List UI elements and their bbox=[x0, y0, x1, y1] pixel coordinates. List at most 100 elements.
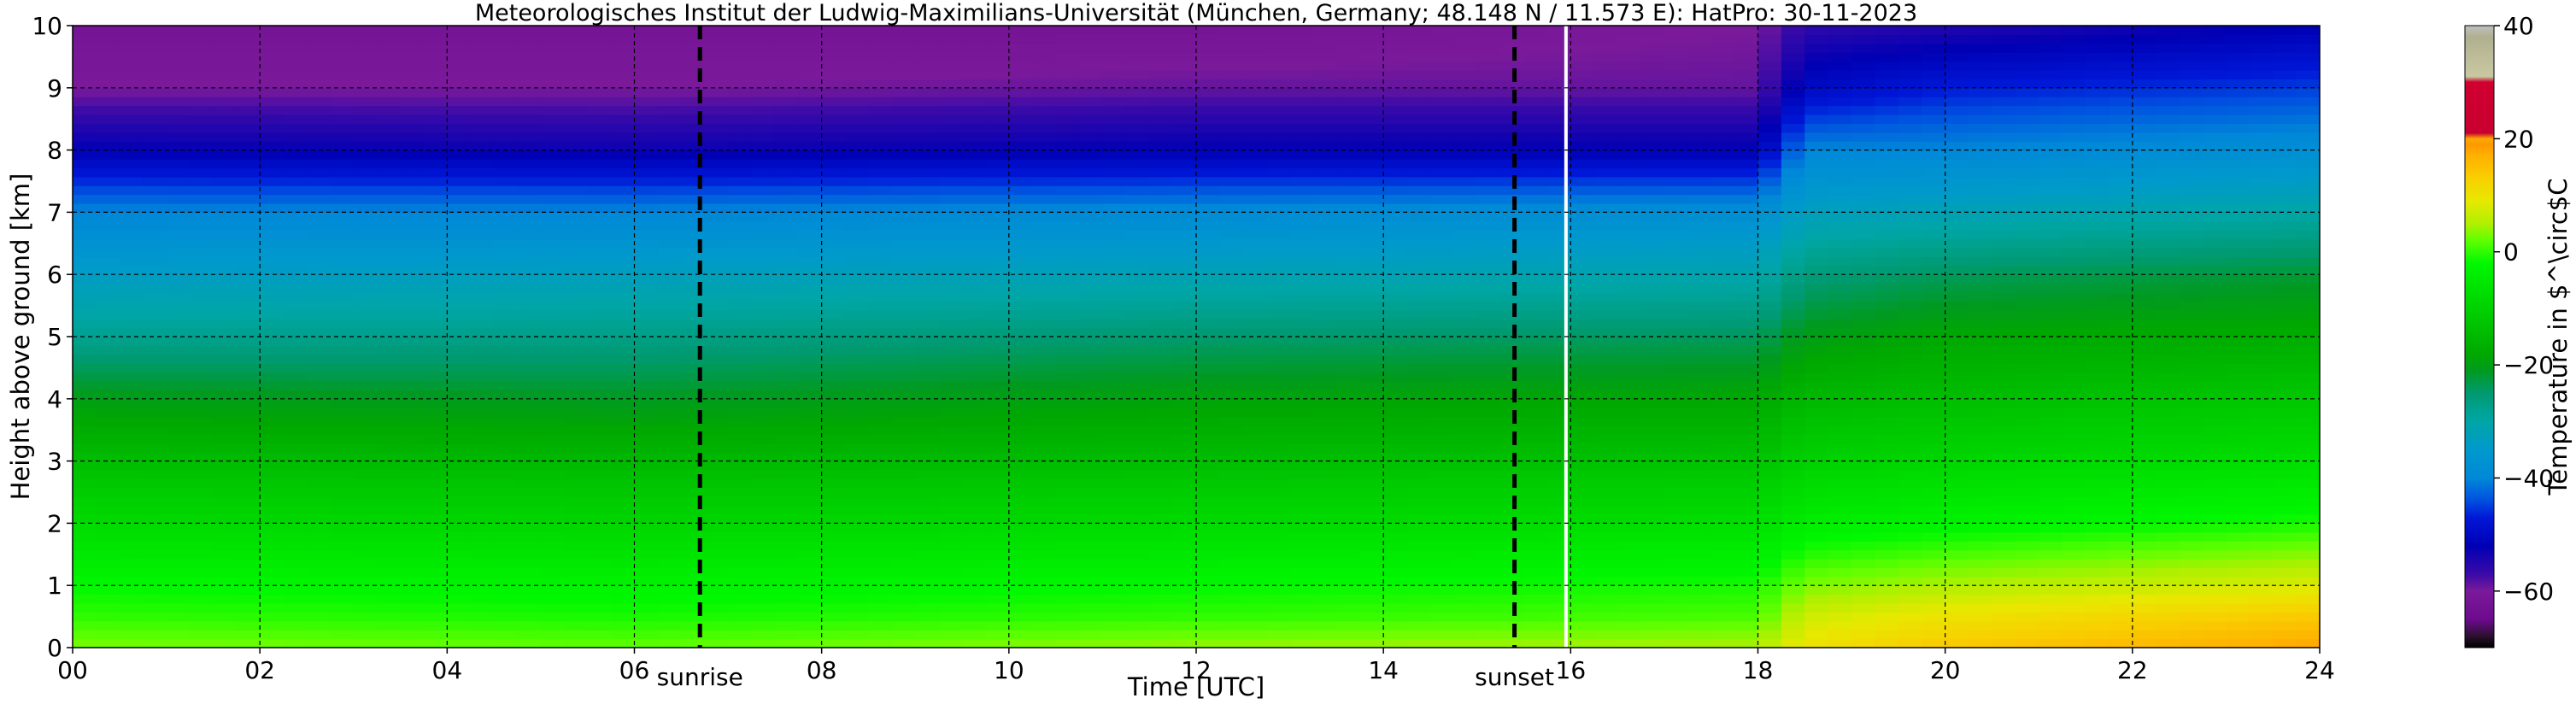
heatmap-cell bbox=[540, 176, 565, 186]
heatmap-cell bbox=[306, 274, 331, 285]
heatmap-cell bbox=[1687, 114, 1712, 124]
heatmap-cell bbox=[564, 620, 589, 631]
heatmap-cell bbox=[1008, 230, 1033, 240]
heatmap-cell bbox=[1476, 363, 1501, 373]
heatmap-cell bbox=[330, 567, 355, 578]
heatmap-cell bbox=[1453, 620, 1478, 631]
heatmap-cell bbox=[1055, 203, 1080, 213]
heatmap-cell bbox=[494, 567, 519, 578]
heatmap-cell bbox=[377, 461, 402, 471]
heatmap-cell bbox=[189, 43, 214, 53]
heatmap-cell bbox=[470, 452, 495, 462]
heatmap-cell bbox=[119, 620, 144, 631]
heatmap-cell bbox=[1734, 408, 1759, 418]
heatmap-cell bbox=[400, 61, 425, 71]
heatmap-cell bbox=[1453, 238, 1478, 249]
heatmap-cell bbox=[798, 194, 823, 204]
heatmap-cell bbox=[377, 531, 402, 542]
heatmap-cell bbox=[1289, 478, 1314, 489]
heatmap-cell bbox=[728, 541, 753, 551]
heatmap-cell bbox=[938, 603, 963, 613]
heatmap-cell bbox=[283, 345, 308, 355]
heatmap-cell bbox=[1500, 638, 1525, 648]
heatmap-cell bbox=[447, 372, 472, 382]
heatmap-cell bbox=[1383, 194, 1408, 204]
heatmap-cell bbox=[517, 603, 542, 613]
heatmap-cell bbox=[213, 292, 238, 302]
heatmap-cell bbox=[938, 283, 963, 293]
heatmap-cell bbox=[681, 327, 706, 337]
heatmap-cell bbox=[1710, 470, 1735, 479]
heatmap-cell bbox=[1429, 372, 1454, 382]
heatmap-cell bbox=[1079, 585, 1104, 595]
heatmap-cell bbox=[1289, 79, 1314, 89]
heatmap-cell bbox=[1429, 105, 1454, 115]
heatmap-cell bbox=[985, 105, 1010, 115]
heatmap-cell bbox=[1476, 381, 1501, 390]
heatmap-cell bbox=[330, 337, 355, 346]
heatmap-cell bbox=[728, 620, 753, 631]
heatmap-cell bbox=[1055, 301, 1080, 311]
heatmap-cell bbox=[236, 612, 261, 622]
heatmap-cell bbox=[189, 97, 214, 107]
heatmap-cell bbox=[1312, 203, 1337, 213]
heatmap-cell bbox=[1336, 487, 1361, 497]
heatmap-cell bbox=[1149, 541, 1174, 551]
heatmap-cell bbox=[634, 301, 659, 311]
heatmap-cell bbox=[1172, 238, 1197, 249]
heatmap-cell bbox=[798, 505, 823, 515]
heatmap-cell bbox=[1289, 70, 1314, 79]
heatmap-cell bbox=[1055, 43, 1080, 53]
heatmap-cell bbox=[189, 523, 214, 533]
heatmap-cell bbox=[962, 487, 987, 497]
heatmap-cell bbox=[1312, 159, 1337, 168]
heatmap-cell bbox=[1125, 363, 1150, 373]
heatmap-cell bbox=[73, 434, 97, 444]
heatmap-cell bbox=[1710, 292, 1735, 302]
heatmap-cell bbox=[1125, 34, 1150, 44]
heatmap-cell bbox=[798, 176, 823, 186]
heatmap-cell bbox=[119, 220, 144, 231]
heatmap-cell bbox=[634, 265, 659, 275]
heatmap-cell bbox=[938, 496, 963, 507]
heatmap-cell bbox=[1546, 372, 1571, 382]
heatmap-cell bbox=[1593, 408, 1618, 418]
heatmap-cell bbox=[564, 372, 589, 382]
heatmap-cell bbox=[96, 105, 120, 115]
heatmap-cell bbox=[353, 585, 378, 595]
heatmap-cell bbox=[774, 567, 799, 578]
heatmap-cell bbox=[915, 372, 940, 382]
heatmap-cell bbox=[119, 630, 144, 640]
heatmap-cell bbox=[611, 212, 636, 222]
heatmap-cell bbox=[73, 487, 97, 497]
heatmap-cell bbox=[1500, 61, 1525, 71]
heatmap-cell bbox=[1102, 434, 1127, 444]
heatmap-cell bbox=[1079, 487, 1104, 497]
heatmap-cell bbox=[1242, 123, 1267, 133]
heatmap-cell bbox=[1149, 105, 1174, 115]
heatmap-cell bbox=[283, 337, 308, 346]
heatmap-cell bbox=[1687, 309, 1712, 320]
heatmap-cell bbox=[1593, 416, 1618, 426]
heatmap-cell bbox=[774, 541, 799, 551]
heatmap-cell bbox=[1710, 612, 1735, 622]
heatmap-cell bbox=[1079, 470, 1104, 479]
heatmap-cell bbox=[751, 79, 776, 89]
heatmap-cell bbox=[1429, 141, 1454, 151]
heatmap-cell bbox=[634, 381, 659, 390]
heatmap-cell bbox=[1196, 381, 1220, 390]
heatmap-cell bbox=[96, 203, 120, 213]
heatmap-cell bbox=[1546, 505, 1571, 515]
heatmap-cell bbox=[283, 34, 308, 44]
heatmap-cell bbox=[213, 114, 238, 124]
heatmap-cell bbox=[891, 319, 916, 329]
heatmap-cell bbox=[73, 567, 97, 578]
heatmap-cell bbox=[470, 434, 495, 444]
heatmap-cell bbox=[891, 26, 916, 35]
heatmap-cell bbox=[1359, 105, 1384, 115]
heatmap-cell bbox=[657, 212, 682, 222]
heatmap-cell bbox=[1289, 531, 1314, 542]
heatmap-cell bbox=[564, 309, 589, 320]
heatmap-cell bbox=[1055, 97, 1080, 107]
heatmap-cell bbox=[751, 319, 776, 329]
